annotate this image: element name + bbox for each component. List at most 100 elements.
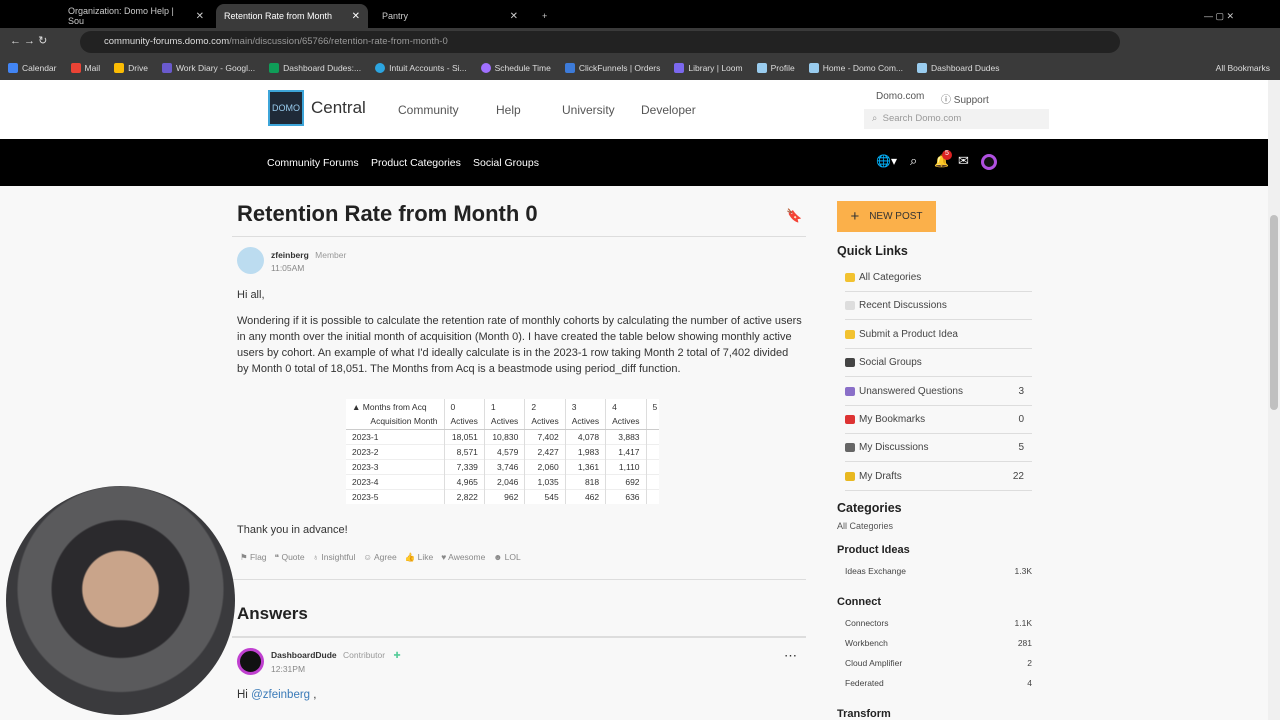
- flag-button[interactable]: ⚑ Flag: [240, 552, 267, 562]
- browser-tab[interactable]: Organization: Domo Help | Sou ✕: [68, 6, 204, 26]
- category-item[interactable]: Cloud Amplifier 2: [845, 658, 1032, 668]
- table-cell: 7,402: [524, 428, 566, 444]
- answer-avatar[interactable]: [237, 648, 264, 675]
- nav-community[interactable]: Community: [398, 103, 459, 117]
- user-mention[interactable]: @zfeinberg: [251, 689, 311, 701]
- bookmark[interactable]: Dashboard Dudes: [916, 63, 1000, 74]
- row-header[interactable]: Acquisition Month: [346, 414, 444, 430]
- nav-buttons[interactable]: ← → ↻: [10, 35, 48, 47]
- nav-product-categories[interactable]: Product Categories: [371, 157, 461, 169]
- new-tab-button[interactable]: +: [542, 11, 548, 21]
- quick-link[interactable]: My Bookmarks 0: [845, 406, 1032, 434]
- quick-link-icon: [845, 301, 855, 311]
- lol-button[interactable]: ☻ LOL: [493, 552, 521, 562]
- table-cell: 2023-1: [346, 428, 444, 444]
- table-row: 2023-1 18,051 10,830 7,402 4,078 3,883: [346, 428, 659, 444]
- scrollbar[interactable]: [1268, 80, 1280, 720]
- table-cell: 3,883: [605, 428, 647, 444]
- table-cell: 7,339: [443, 458, 485, 474]
- pivot-header[interactable]: ▲ Months from Acq: [352, 401, 427, 412]
- category-item[interactable]: Federated 4: [845, 678, 1032, 688]
- table-cell: 4,965: [443, 473, 485, 489]
- brand-name[interactable]: Central: [311, 98, 366, 117]
- all-bookmarks[interactable]: All Bookmarks: [1215, 63, 1270, 73]
- table-cell: 2023-5: [346, 488, 444, 504]
- quote-button[interactable]: ❝ Quote: [274, 552, 305, 562]
- bookmark[interactable]: Dashboard Dudes:...: [269, 63, 361, 74]
- bookmarks-bar: Calendar Mail Drive Work Diary - Googl..…: [0, 56, 1280, 80]
- quick-link[interactable]: Social Groups: [845, 349, 1032, 378]
- insightful-button[interactable]: ♁ Insightful: [312, 552, 356, 562]
- bookmark[interactable]: Work Diary - Googl...: [161, 63, 255, 74]
- bookmark[interactable]: Schedule Time: [480, 63, 551, 74]
- nav-university[interactable]: University: [562, 103, 615, 117]
- table-cell: 818: [564, 473, 606, 489]
- mail-icon[interactable]: ✉: [958, 153, 969, 168]
- table-cell: 10,830: [483, 428, 525, 444]
- nav-community-forums[interactable]: Community Forums: [267, 157, 359, 169]
- author-name[interactable]: zfeinberg: [271, 250, 309, 260]
- browser-tab[interactable]: Pantry ✕: [382, 10, 518, 22]
- url-field[interactable]: community-forums.domo.com/main/discussio…: [80, 31, 1120, 53]
- site-header: DOMO Central Community Help University D…: [0, 80, 1280, 139]
- category-group-title[interactable]: Connect: [837, 596, 881, 608]
- bookmark[interactable]: Library | Loom: [674, 63, 743, 74]
- quick-link[interactable]: My Discussions 5: [845, 434, 1032, 463]
- bell-icon[interactable]: 🔔 5: [934, 150, 952, 168]
- bookmark[interactable]: Drive: [114, 63, 148, 74]
- quick-link[interactable]: Recent Discussions: [845, 292, 1032, 321]
- nav-developer[interactable]: Developer: [641, 103, 696, 117]
- category-item[interactable]: Workbench 281: [845, 638, 1032, 648]
- all-categories-link[interactable]: All Categories: [837, 521, 894, 531]
- table-cell: 3,746: [483, 458, 525, 474]
- nav-help[interactable]: Help: [496, 103, 521, 117]
- window-controls[interactable]: — ▢ ✕: [1204, 10, 1235, 21]
- agree-button[interactable]: ☺ Agree: [363, 552, 397, 562]
- table-cell: 8,571: [443, 443, 485, 459]
- bookmark-icon[interactable]: 🔖: [786, 208, 803, 223]
- globe-icon[interactable]: 🌐▾: [876, 154, 897, 168]
- quick-link[interactable]: All Categories: [845, 264, 1032, 292]
- search-input[interactable]: ⌕ Search Domo.com: [864, 109, 1049, 129]
- table-cell: 4,078: [564, 428, 606, 444]
- close-icon[interactable]: ✕: [195, 10, 204, 22]
- table-cell: 462: [564, 488, 606, 504]
- quick-link[interactable]: My Drafts 22: [845, 463, 1032, 491]
- browser-tabbar: Organization: Domo Help | Sou ✕ Retention…: [0, 0, 1280, 28]
- table-cell: 692: [605, 473, 647, 489]
- bookmark[interactable]: Intuit Accounts - Si...: [375, 63, 467, 74]
- quick-link[interactable]: Unanswered Questions 3: [845, 378, 1032, 406]
- table-cell: 1,110: [605, 458, 647, 474]
- author-avatar[interactable]: [237, 247, 264, 274]
- close-icon[interactable]: ✕: [509, 10, 518, 22]
- awesome-button[interactable]: ♥ Awesome: [441, 552, 486, 562]
- post-time: 11:05AM: [271, 263, 305, 273]
- like-button[interactable]: 👍 Like: [404, 552, 434, 562]
- nav-social-groups[interactable]: Social Groups: [473, 157, 539, 169]
- quick-link-icon: [845, 329, 855, 339]
- category-item[interactable]: Connectors 1.1K: [845, 618, 1032, 628]
- quick-link-icon: [845, 273, 855, 282]
- more-options-icon[interactable]: ⋯: [784, 648, 797, 663]
- category-group-title[interactable]: Product Ideas: [837, 544, 910, 556]
- answer-author[interactable]: DashboardDude: [271, 650, 337, 660]
- domo-logo[interactable]: DOMO: [268, 90, 304, 126]
- search-icon[interactable]: ⌕: [910, 153, 918, 168]
- answers-heading: Answers: [237, 604, 308, 623]
- quick-link[interactable]: Submit a Product Idea: [845, 321, 1032, 349]
- domo-link[interactable]: Domo.com: [876, 91, 925, 102]
- user-avatar[interactable]: [981, 154, 997, 170]
- bookmark[interactable]: Home - Domo Com...: [808, 63, 903, 74]
- browser-tab-active[interactable]: Retention Rate from Month ✕: [216, 4, 368, 28]
- bookmark[interactable]: Calendar: [8, 63, 57, 74]
- category-group-title[interactable]: Transform: [837, 708, 891, 720]
- bookmark[interactable]: Mail: [70, 63, 100, 74]
- webcam-overlay: [6, 486, 235, 715]
- table-cell: 2,822: [443, 488, 485, 504]
- category-item[interactable]: Ideas Exchange 1.3K: [845, 566, 1032, 576]
- close-icon[interactable]: ✕: [351, 10, 360, 22]
- support-link[interactable]: ⓘ Support: [941, 95, 989, 106]
- bookmark[interactable]: ClickFunnels | Orders: [564, 63, 660, 74]
- new-post-button[interactable]: + NEW POST: [837, 201, 936, 232]
- bookmark[interactable]: Profile: [756, 63, 795, 74]
